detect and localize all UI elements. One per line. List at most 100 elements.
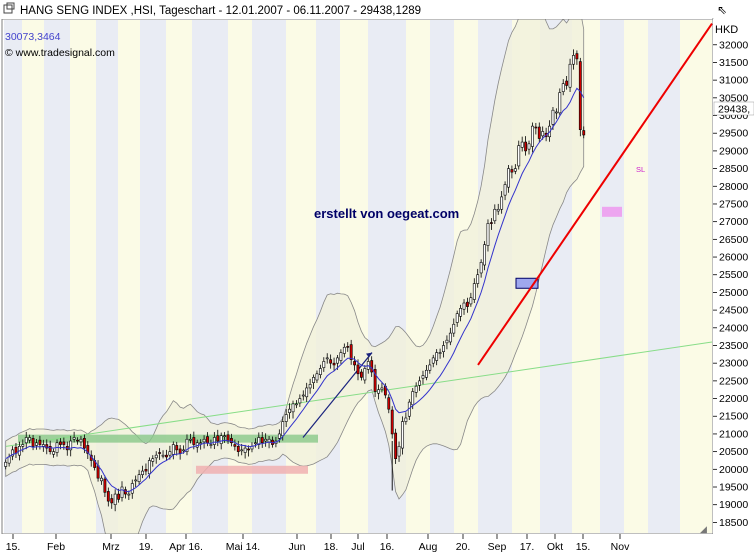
time-tick-label: Aug (419, 541, 438, 553)
candle-body (342, 346, 346, 354)
candle-body (329, 359, 333, 364)
candle-body (96, 465, 100, 479)
price-tick-label: 29500 (719, 128, 748, 140)
candle-body (390, 409, 394, 435)
stop-loss-label: SL (636, 165, 645, 174)
candle-body (291, 403, 295, 413)
candle-body (226, 434, 230, 442)
candle-body (315, 373, 319, 381)
price-tick-label: 21000 (719, 428, 748, 440)
candle-body (267, 438, 271, 443)
candle-body (236, 446, 240, 452)
candle-body (178, 448, 182, 454)
candle-body (387, 397, 391, 410)
bollinger-envelope (5, 0, 585, 559)
last-value-box (713, 101, 754, 116)
time-tick-label: Jul (351, 541, 364, 553)
candle-body (240, 449, 244, 452)
candle-body (394, 432, 398, 460)
candle-body (260, 437, 264, 444)
candle-body (243, 447, 247, 453)
candle-body (7, 456, 11, 464)
candle-body (161, 454, 165, 457)
time-tick-label: Mrz (102, 541, 120, 553)
candle-body (336, 357, 339, 364)
candle-body (103, 478, 107, 493)
candle-body (418, 380, 421, 386)
time-tick-label: 17. (520, 541, 535, 553)
candle-body (520, 141, 524, 148)
candle-body (575, 53, 579, 60)
candle-body (171, 444, 175, 455)
candle-body (513, 168, 517, 172)
candle-body (431, 357, 435, 364)
candle-body (209, 444, 213, 446)
highlight-box-blue (515, 277, 539, 289)
candle-body (298, 398, 302, 404)
candle-body (284, 414, 288, 422)
candle-body (551, 109, 555, 125)
candle-body (11, 449, 14, 457)
price-tick-label: 26000 (719, 252, 748, 264)
candle-body (295, 403, 298, 406)
candle-body (438, 352, 442, 354)
price-tick-label: 31500 (719, 57, 748, 69)
candle-body (106, 491, 110, 502)
time-tick-label: 18. (324, 541, 339, 553)
period-stripe (118, 20, 140, 533)
candle-body (554, 111, 558, 114)
candle-body (165, 454, 168, 458)
candle-body (404, 417, 408, 422)
candle-body (445, 339, 449, 344)
candle-body (199, 442, 203, 445)
price-tick-label: 24500 (719, 305, 748, 317)
candle-body (517, 145, 521, 167)
period-stripe (600, 20, 624, 533)
price-tick-label: 19000 (719, 499, 748, 511)
candle-body (466, 301, 469, 307)
value-readout: 30073,3464 (5, 31, 61, 43)
candle-body (86, 445, 90, 454)
main-uptrend-line (477, 22, 713, 366)
candle-body (377, 389, 380, 394)
candle-body (479, 262, 483, 274)
candle-body (531, 125, 534, 147)
candle-body (486, 223, 490, 246)
candle-body (59, 441, 62, 445)
period-stripe (624, 20, 648, 533)
candle-body (48, 446, 52, 452)
candle-body (154, 454, 158, 459)
candle-body (206, 436, 209, 444)
resize-grip-icon[interactable]: ◢ (700, 524, 707, 534)
candle-body (541, 131, 545, 137)
period-stripe (22, 20, 44, 533)
candle-body (428, 364, 432, 371)
candle-body (233, 444, 237, 447)
candle-body (72, 437, 76, 440)
candle-body (565, 80, 569, 86)
price-tick-label: 26500 (719, 234, 748, 246)
candle-body (21, 444, 25, 447)
candle-body (110, 498, 114, 504)
candle-body (507, 168, 510, 188)
price-tick-label: 21500 (719, 411, 748, 423)
candle-body (175, 445, 179, 451)
candle-body (356, 364, 360, 375)
candle-body (448, 332, 452, 343)
candle-body (489, 222, 493, 224)
candle-body (469, 297, 473, 305)
candle-body (301, 394, 305, 397)
candle-body (537, 126, 541, 139)
expand-arrow-icon[interactable]: ⇖ (717, 3, 727, 17)
candle-body (247, 448, 250, 451)
time-tick-label: Jun (289, 541, 306, 553)
price-tick-label: 30500 (719, 92, 748, 104)
time-tick-label: Nov (611, 541, 630, 553)
candle-body (568, 63, 572, 88)
currency-label: HKD (715, 24, 738, 36)
stop-loss-box (602, 206, 622, 217)
trend-lines (5, 22, 713, 447)
candle-body (117, 493, 120, 500)
candle-body (130, 483, 134, 494)
candle-body (151, 458, 155, 462)
